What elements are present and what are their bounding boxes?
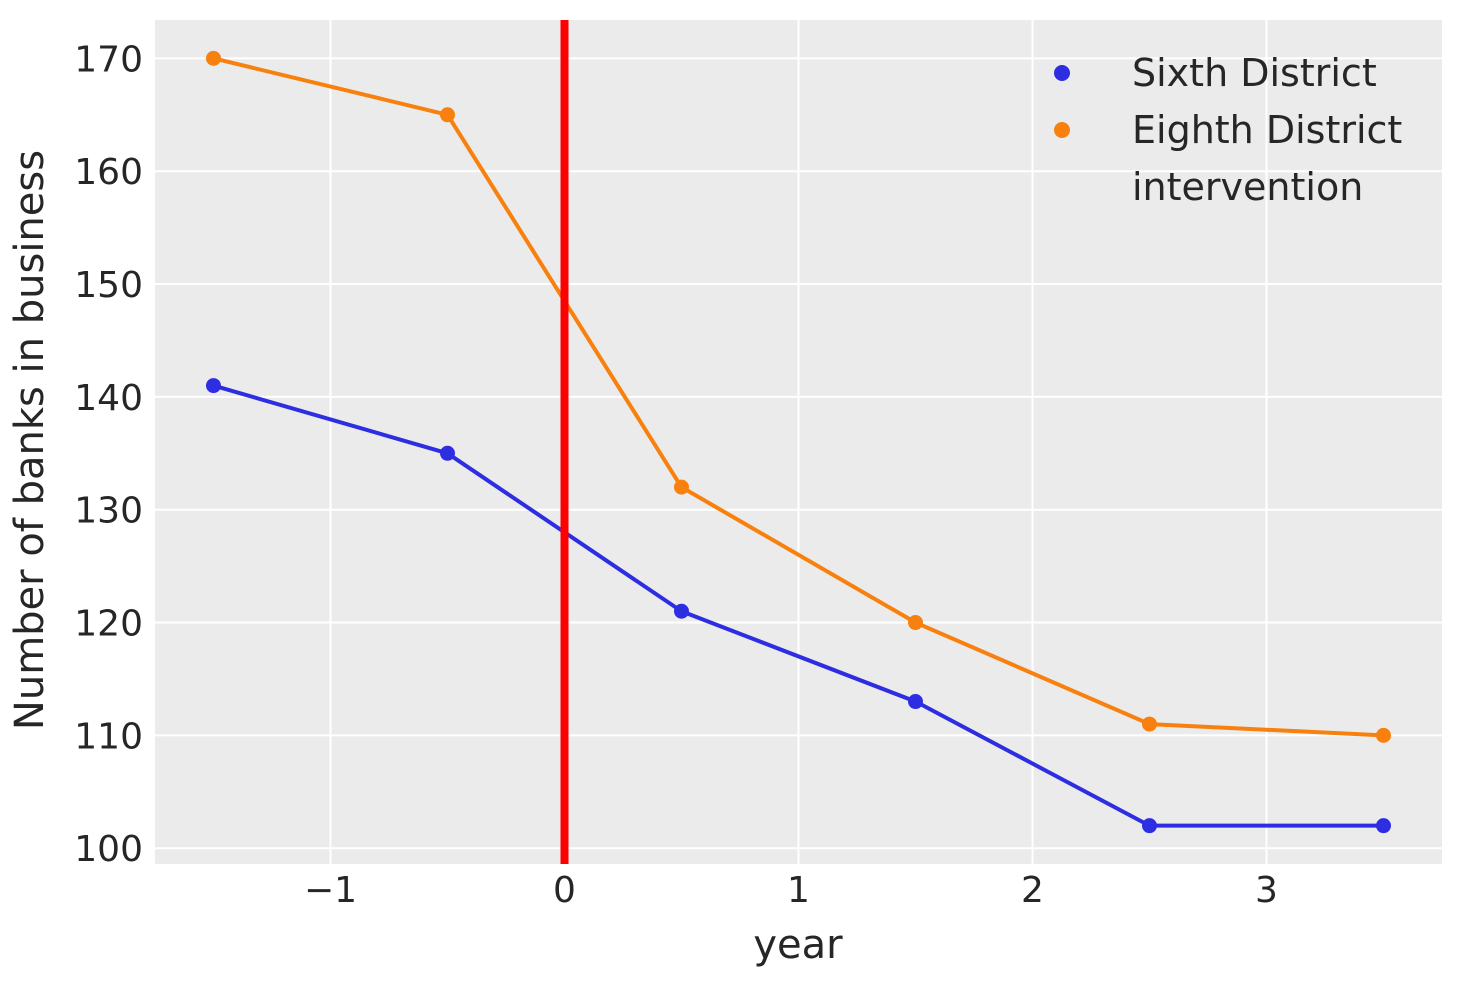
marker-eighth-district bbox=[206, 50, 221, 66]
y-tick-label-160: 160 bbox=[74, 152, 143, 193]
y-tick-label-130: 130 bbox=[74, 491, 143, 532]
legend-item-eighth-district: Eighth District bbox=[1019, 101, 1402, 158]
marker-sixth-district bbox=[206, 378, 221, 394]
marker-sixth-district bbox=[908, 694, 923, 710]
legend-item-sixth-district: Sixth District bbox=[1019, 44, 1402, 101]
x-axis-label: year bbox=[753, 922, 843, 968]
y-tick-label-100: 100 bbox=[74, 829, 143, 870]
marker-eighth-district bbox=[1142, 716, 1157, 732]
y-tick-label-150: 150 bbox=[74, 265, 143, 306]
legend-label-eighth-district: Eighth District bbox=[1132, 107, 1403, 152]
marker-eighth-district bbox=[908, 615, 923, 631]
y-tick-label-140: 140 bbox=[74, 378, 143, 419]
x-tick-label-0: 0 bbox=[553, 870, 576, 911]
marker-sixth-district bbox=[440, 445, 455, 461]
y-tick-label-170: 170 bbox=[74, 39, 143, 80]
marker-sixth-district bbox=[674, 603, 689, 619]
series-line-eighth-district bbox=[213, 56, 1384, 738]
legend-label-intervention: intervention bbox=[1132, 164, 1364, 209]
marker-sixth-district bbox=[1376, 818, 1391, 834]
y-axis-label: Number of banks in business bbox=[7, 149, 53, 731]
x-tick-label-2: 2 bbox=[1021, 870, 1044, 911]
legend-item-intervention: intervention bbox=[1019, 158, 1402, 215]
legend: Sixth District Eighth District intervent… bbox=[1019, 44, 1402, 215]
legend-label-sixth-district: Sixth District bbox=[1132, 50, 1377, 95]
y-tick-label-120: 120 bbox=[74, 604, 143, 645]
y-tick-label-110: 110 bbox=[74, 716, 143, 757]
x-tick-label-3: 3 bbox=[1255, 870, 1278, 911]
marker-sixth-district bbox=[1142, 818, 1157, 834]
marker-eighth-district bbox=[674, 479, 689, 495]
marker-eighth-district bbox=[440, 107, 455, 123]
marker-eighth-district bbox=[1376, 727, 1391, 743]
x-tick-label-1: 1 bbox=[787, 870, 810, 911]
series-line-sixth-district bbox=[212, 383, 1384, 828]
x-tick-label--1: −1 bbox=[304, 870, 357, 911]
